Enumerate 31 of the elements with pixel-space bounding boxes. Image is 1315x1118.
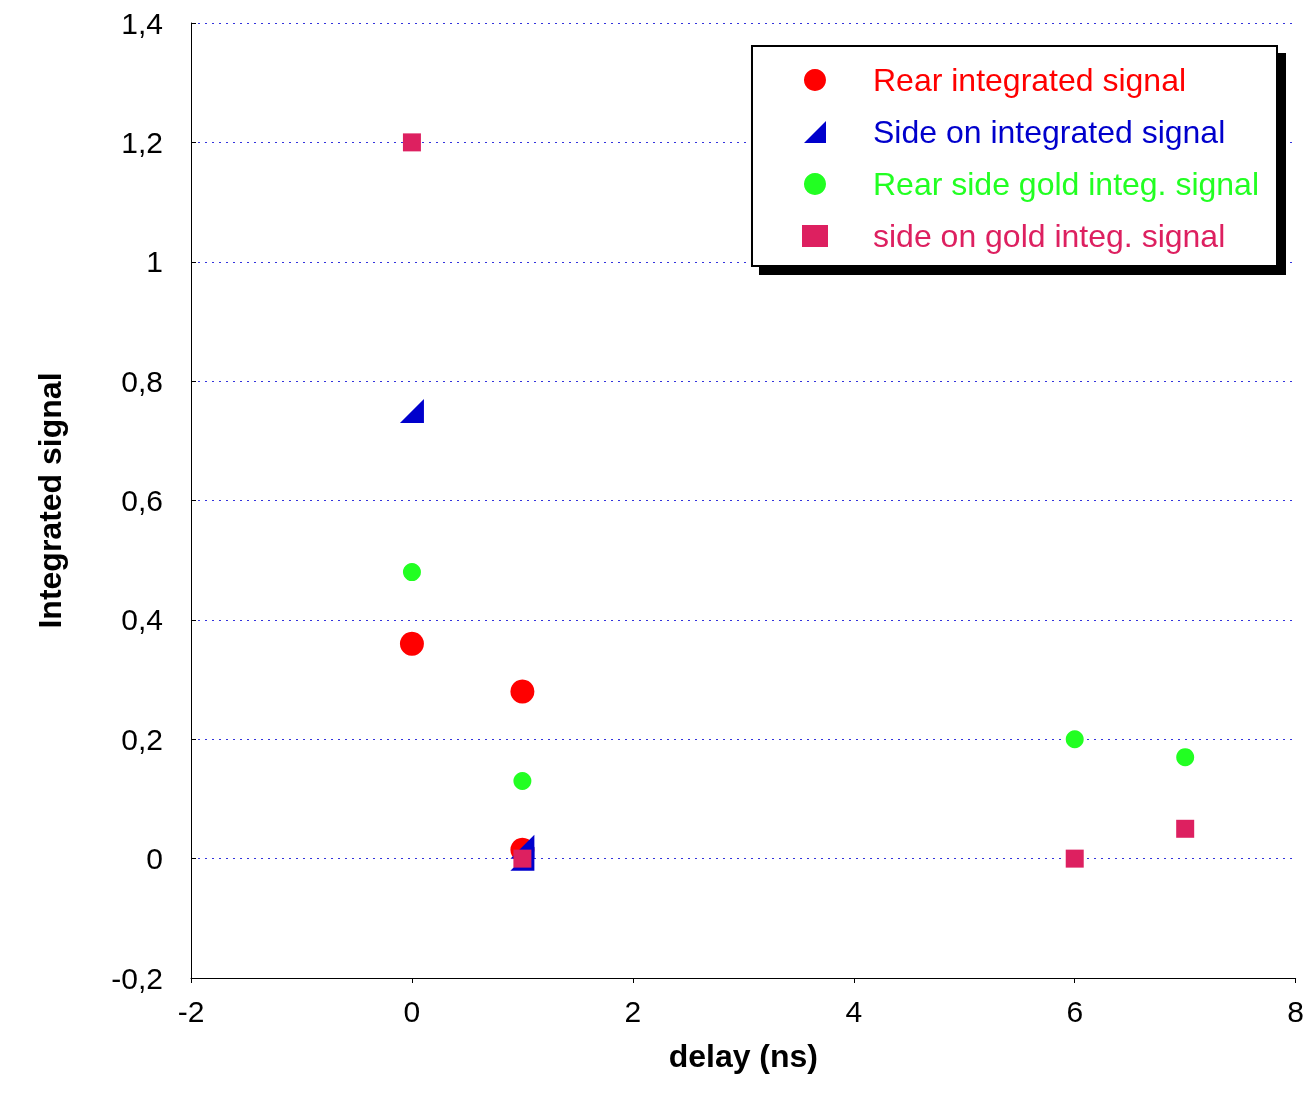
y-tick-label: 1,4	[121, 6, 163, 40]
legend-label: Rear integrated signal	[872, 62, 1187, 98]
point	[513, 772, 532, 791]
point	[402, 133, 421, 152]
point	[1176, 819, 1195, 838]
x-tick-label: 2	[624, 994, 642, 1028]
point	[402, 563, 421, 582]
y-tick-label: 0,6	[121, 484, 163, 517]
x-axis-title: delay (ns)	[668, 1038, 819, 1074]
x-tick-label: 0	[403, 994, 421, 1028]
y-tick-label: 0,2	[121, 722, 163, 756]
point	[1176, 748, 1195, 767]
y-tick-label: 1	[146, 245, 163, 279]
y-axis-title: Integrated signal	[32, 372, 68, 629]
x-tick-label: 6	[1066, 994, 1084, 1028]
point	[399, 398, 424, 423]
x-tick-label: 8	[1287, 994, 1304, 1028]
legend-label: Side on integrated signal	[872, 114, 1226, 150]
y-tick-label: 0,8	[121, 364, 163, 398]
x-tick-label: 4	[845, 994, 863, 1028]
legend-label: side on gold integ. signal	[872, 218, 1226, 254]
point	[1065, 849, 1084, 868]
legend-label: Rear side gold integ. signal	[872, 166, 1259, 202]
point	[399, 631, 424, 656]
y-tick-label: 0,4	[121, 603, 163, 637]
y-tick-label: -0,2	[111, 961, 163, 995]
y-tick-label: 0	[146, 842, 163, 876]
x-tick-label: -2	[177, 994, 205, 1028]
point	[510, 679, 535, 704]
point	[1065, 730, 1084, 749]
y-tick-label: 1,2	[121, 125, 163, 159]
